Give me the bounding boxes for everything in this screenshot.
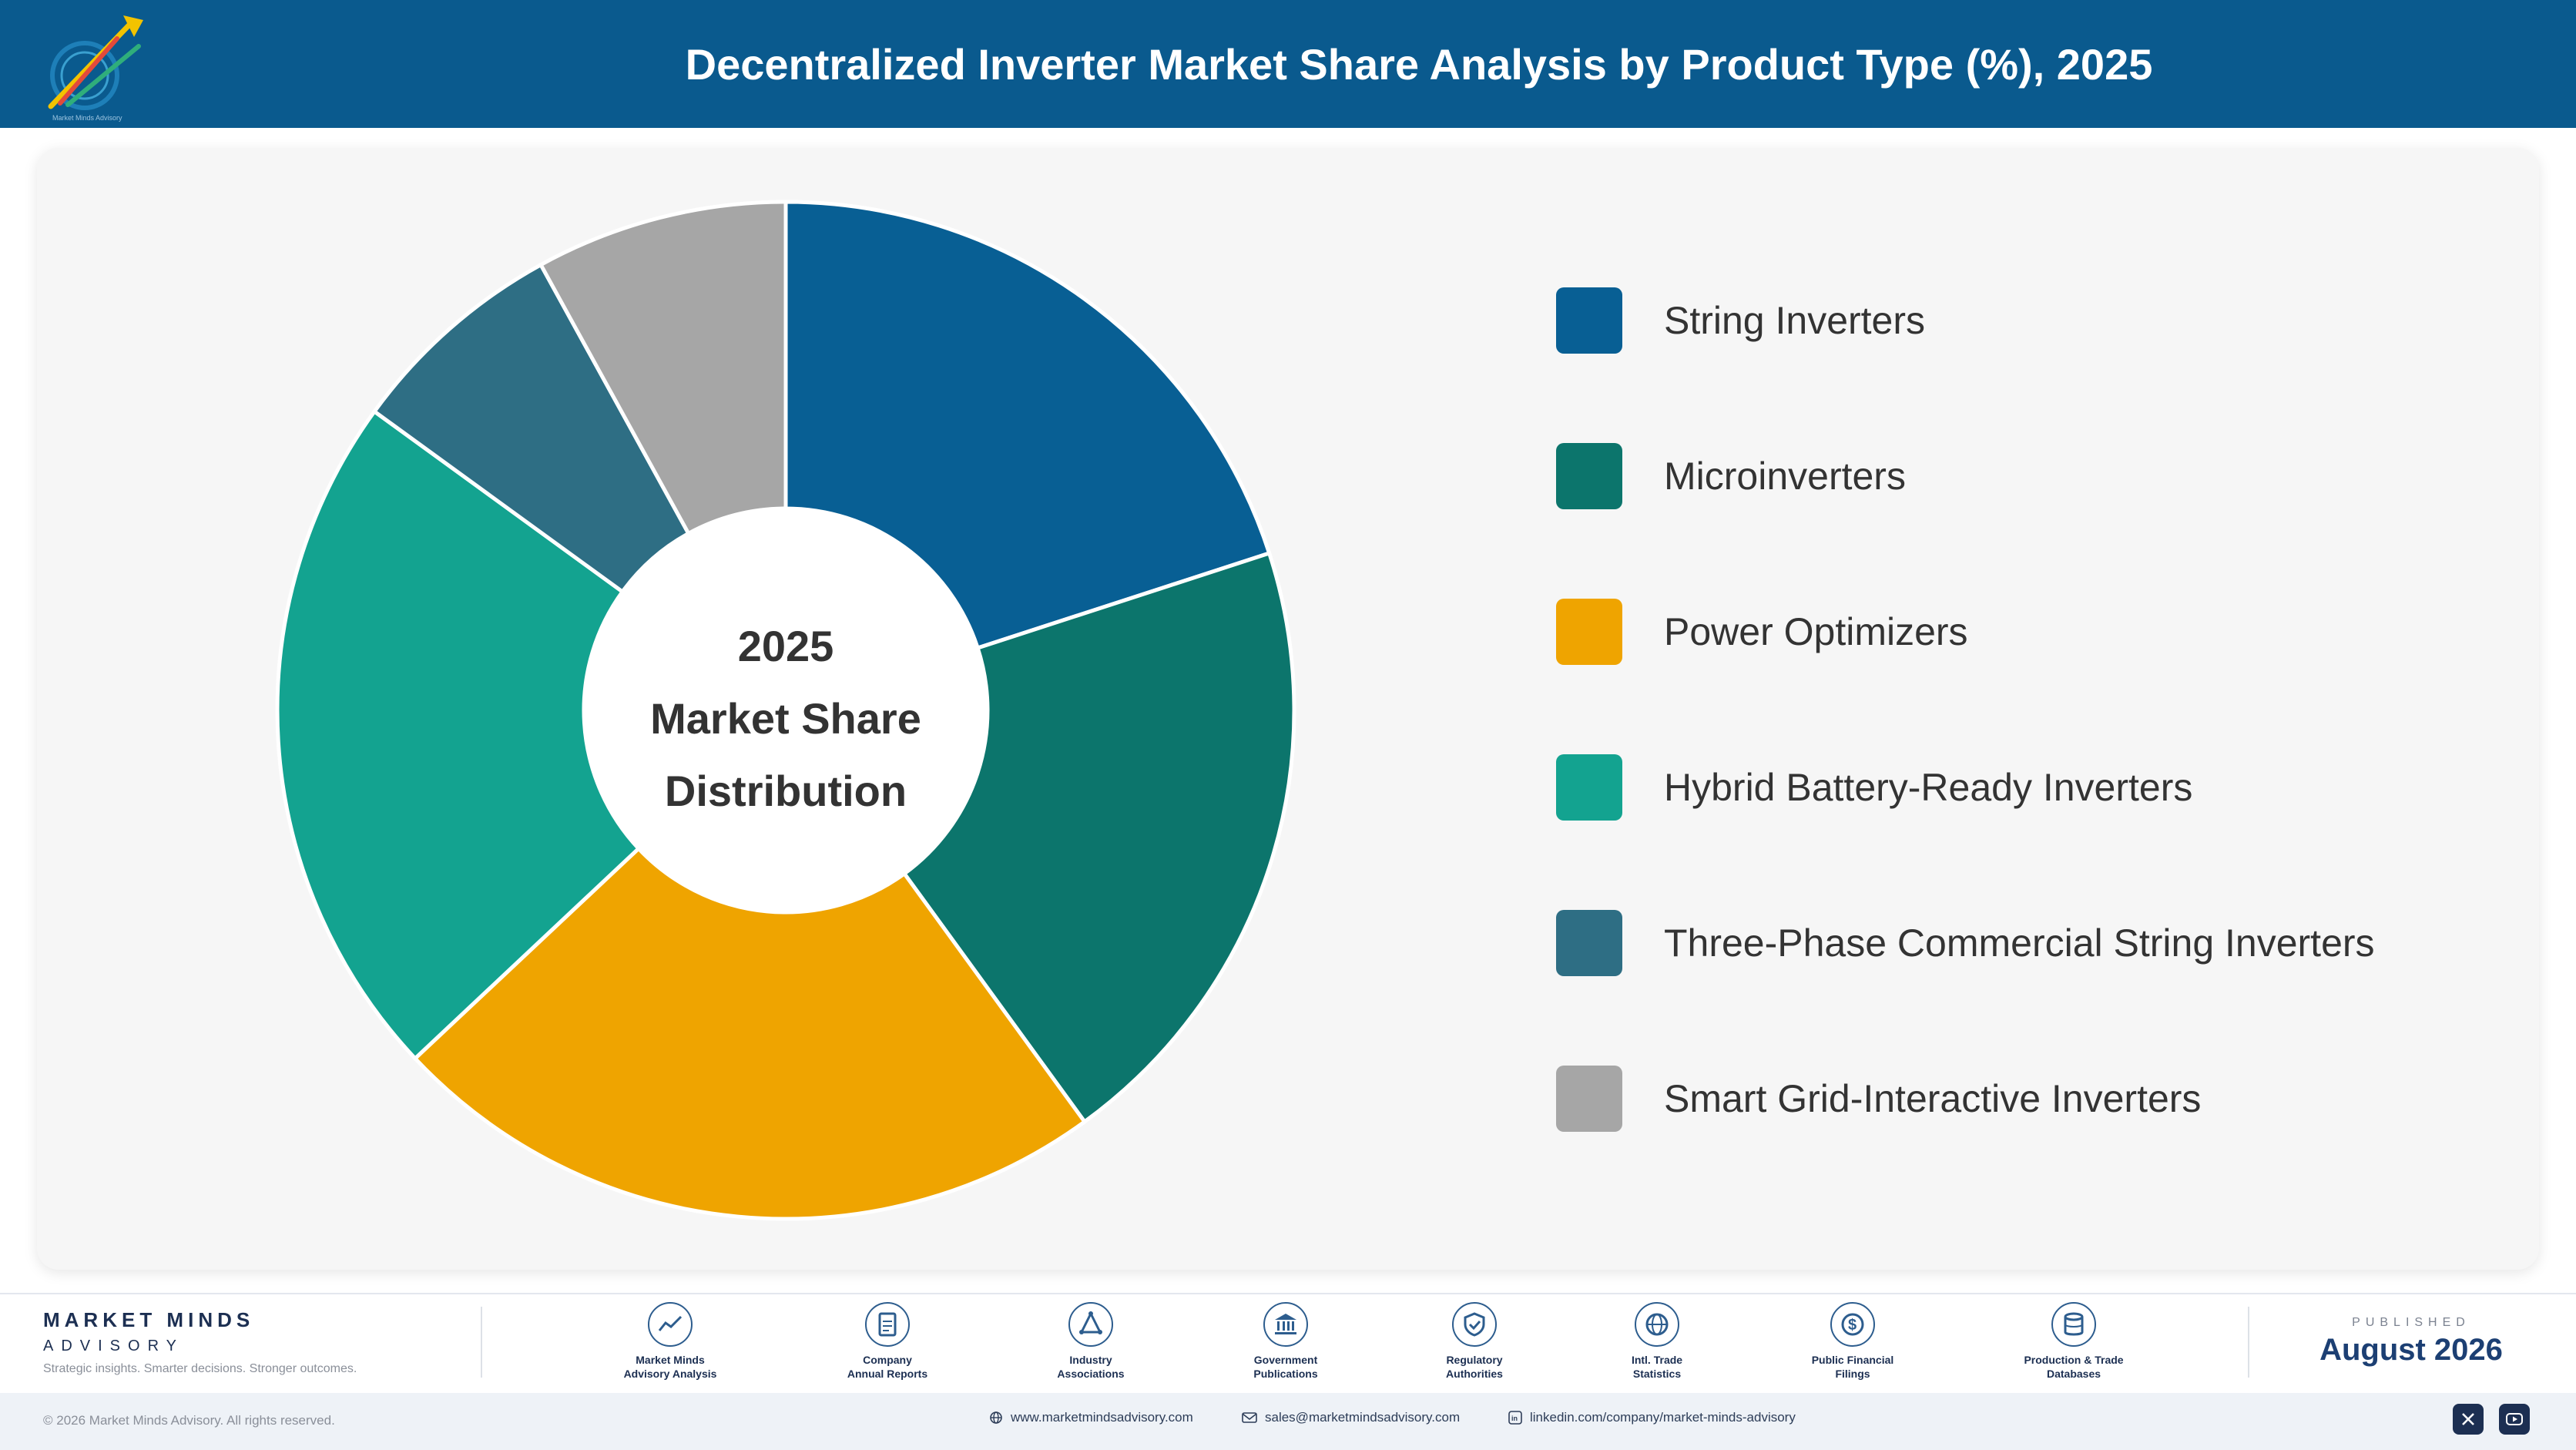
youtube-social-button[interactable]: [2499, 1404, 2530, 1435]
header-bar: Market Minds Advisory Decentralized Inve…: [0, 0, 2576, 128]
linkedin-icon: in: [1508, 1411, 1522, 1425]
legend-swatch: [1556, 443, 1622, 509]
center-label-year: 2025: [737, 622, 834, 670]
website-text: www.marketmindsadvisory.com: [1011, 1410, 1193, 1425]
footer-tagline: Strategic insights. Smarter decisions. S…: [43, 1362, 357, 1375]
legend-label: String Inverters: [1664, 299, 1926, 342]
donut-hole: [584, 509, 988, 912]
government-building-icon: [1263, 1302, 1308, 1347]
copyright-text: © 2026 Market Minds Advisory. All rights…: [43, 1413, 335, 1428]
footer-brand-name: MARKET MINDS: [43, 1308, 255, 1331]
source-item: Regulatory Authorities: [1382, 1302, 1567, 1381]
source-item: Intl. Trade Statistics: [1565, 1302, 1749, 1381]
legend-label: Smart Grid-Interactive Inverters: [1664, 1077, 2202, 1120]
email-link[interactable]: sales@marketmindsadvisory.com: [1242, 1410, 1460, 1425]
website-link[interactable]: www.marketmindsadvisory.com: [989, 1410, 1193, 1425]
svg-text:in: in: [1511, 1415, 1518, 1422]
footer-brand-subtitle: ADVISORY: [43, 1338, 184, 1354]
source-label: Public Financial Filings: [1811, 1354, 1894, 1380]
legend-swatch: [1556, 599, 1622, 665]
legend-label: Hybrid Battery-Ready Inverters: [1664, 766, 2193, 809]
page-title: Decentralized Inverter Market Share Anal…: [685, 39, 2153, 89]
source-item: Industry Associations: [998, 1302, 1183, 1381]
published-date: August 2026: [2319, 1333, 2503, 1367]
source-item: Market Minds Advisory Analysis: [578, 1302, 763, 1381]
footer-divider-left: [481, 1307, 482, 1378]
company-logo: Market Minds Advisory: [48, 15, 143, 122]
footer-divider: [0, 1293, 2576, 1294]
source-label: Government Publications: [1253, 1354, 1318, 1380]
legend-item: Microinverters: [1556, 442, 1906, 510]
legend-swatch: [1556, 910, 1622, 976]
x-social-button[interactable]: [2453, 1404, 2484, 1435]
mail-icon: [1242, 1412, 1257, 1423]
shield-check-icon: [1452, 1302, 1497, 1347]
legend-swatch: [1556, 1066, 1622, 1132]
footer-divider-right: [2248, 1307, 2249, 1378]
linkedin-text: linkedin.com/company/market-minds-adviso…: [1530, 1410, 1796, 1425]
globe-icon: [990, 1411, 1002, 1424]
database-icon: [2051, 1302, 2096, 1347]
legend-item: Power Optimizers: [1556, 598, 1968, 666]
legend-item: Hybrid Battery-Ready Inverters: [1556, 754, 2192, 821]
legend-label: Power Optimizers: [1664, 610, 1968, 653]
network-icon: [1068, 1302, 1113, 1347]
source-label: Regulatory Authorities: [1446, 1354, 1503, 1380]
center-label-line2: Market Share: [650, 694, 921, 743]
source-item: Production & Trade Databases: [1981, 1302, 2166, 1381]
source-item: $ Public Financial Filings: [1760, 1302, 1945, 1381]
legend-item: Smart Grid-Interactive Inverters: [1556, 1065, 2201, 1133]
legend-item: String Inverters: [1556, 287, 1925, 354]
email-text: sales@marketmindsadvisory.com: [1265, 1410, 1461, 1425]
youtube-icon: [2506, 1413, 2523, 1425]
legend-swatch: [1556, 754, 1622, 821]
document-icon: [865, 1302, 910, 1347]
bottom-bar: [0, 1393, 2576, 1450]
source-label: Production & Trade Databases: [2024, 1354, 2124, 1380]
globe-icon: [1635, 1302, 1679, 1347]
source-label: Industry Associations: [1057, 1354, 1125, 1380]
svg-text:Market Minds Advisory: Market Minds Advisory: [52, 114, 122, 122]
center-label-line3: Distribution: [664, 767, 907, 815]
legend-label: Three-Phase Commercial String Inverters: [1664, 921, 2375, 965]
published-label: PUBLISHED: [2352, 1316, 2470, 1329]
source-item: Company Annual Reports: [795, 1302, 980, 1381]
dollar-coin-icon: $: [1830, 1302, 1875, 1347]
source-label: Intl. Trade Statistics: [1631, 1354, 1683, 1380]
source-label: Company Annual Reports: [847, 1354, 928, 1380]
legend-swatch: [1556, 287, 1622, 354]
svg-text:$: $: [1848, 1317, 1857, 1334]
legend-label: Microinverters: [1664, 455, 1906, 498]
source-item: Government Publications: [1193, 1302, 1378, 1381]
source-label: Market Minds Advisory Analysis: [623, 1354, 717, 1380]
x-logo-icon: [2462, 1413, 2474, 1425]
legend-item: Three-Phase Commercial String Inverters: [1556, 909, 2375, 977]
trend-icon: [648, 1302, 693, 1347]
linkedin-link[interactable]: in linkedin.com/company/market-minds-adv…: [1508, 1410, 1796, 1425]
